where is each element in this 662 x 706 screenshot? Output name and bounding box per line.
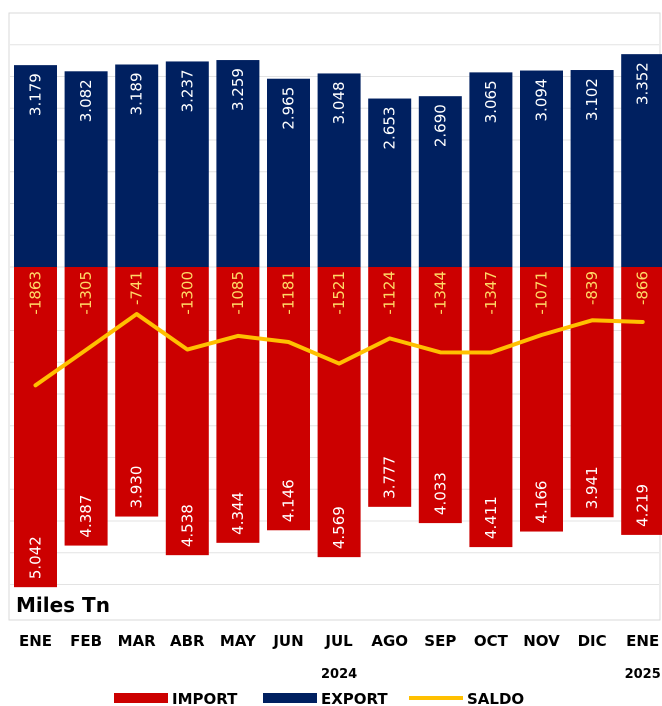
month-tick-label: ENE [626,632,659,650]
export-value-label: 3.237 [178,69,196,112]
legend-label: SALDO [467,690,524,706]
export-value-label: 2.690 [431,104,449,147]
export-bar [469,72,513,267]
month-tick-label: ENE [19,632,52,650]
import-value-label: 3.777 [381,456,399,499]
saldo-value-label: -839 [583,271,601,305]
import-bar [621,267,662,535]
month-tick-label: SEP [424,632,456,650]
saldo-value-label: -1347 [482,271,500,315]
legend-swatch [114,693,168,703]
export-value-label: 3.082 [77,79,95,122]
import-value-label: 4.569 [330,506,348,549]
export-bar [14,65,57,267]
saldo-value-label: -1124 [381,271,399,315]
saldo-value-label: -1300 [178,271,196,315]
month-tick-label: ABR [170,632,205,650]
export-bar [216,60,260,268]
saldo-value-label: -1085 [229,271,247,315]
export-bar [165,61,209,267]
month-tick-label: FEB [70,632,102,650]
import-value-label: 4.166 [533,481,551,524]
export-value-label: 2.653 [381,107,399,150]
month-tick-label: MAY [220,632,257,650]
import-bar [216,267,260,543]
export-bar [621,54,662,268]
export-value-label: 3.352 [634,62,652,105]
unit-label: Miles Tn [16,593,110,617]
import-bar [317,267,361,558]
import-value-label: 3.941 [583,466,601,509]
saldo-value-label: -741 [128,271,146,305]
export-value-label: 3.189 [128,72,146,115]
import-value-label: 4.538 [178,504,196,547]
saldo-value-label: -1863 [27,271,45,315]
import-bar [14,267,57,588]
import-value-label: 4.344 [229,492,247,535]
saldo-value-label: -1071 [533,271,551,315]
export-bar [317,73,361,268]
year-label: 2025 [625,667,661,682]
legend-label: EXPORT [321,690,388,706]
import-bar [520,267,563,532]
export-value-label: 3.048 [330,81,348,124]
month-tick-label: JUN [272,632,303,650]
import-bar [115,267,159,517]
export-value-label: 3.065 [482,80,500,123]
saldo-value-label: -1305 [77,271,95,315]
data-labels: 3.179 5.042 -1863 3.082 4.387 -1305 3.189 3.930… [27,62,652,579]
import-bar [267,267,310,531]
import-value-label: 4.146 [280,479,298,522]
export-bar [418,96,462,267]
import-value-label: 3.930 [128,466,146,509]
export-value-label: 3.102 [583,78,601,121]
export-bar [368,98,412,267]
bars [14,54,662,588]
saldo-value-label: -1181 [280,271,298,315]
import-bar [368,267,412,507]
import-bar [418,267,462,524]
import-value-label: 4.219 [634,484,652,527]
import-value-label: 4.411 [482,496,500,539]
month-tick-label: MAR [118,632,157,650]
import-bar [469,267,513,548]
year-label: 2024 [321,667,357,682]
saldo-value-label: -1521 [330,271,348,315]
saldo-line-layer [33,312,645,388]
export-bar [267,78,310,267]
saldo-line [33,312,645,388]
export-bar [115,64,159,267]
month-tick-label: DIC [578,632,607,650]
import-bar [165,267,209,556]
saldo-value-label: -866 [634,271,652,305]
export-bar [520,70,563,267]
export-value-label: 3.094 [533,79,551,122]
legend: IMPORT EXPORT SALDO [114,690,524,706]
saldo-value-label: -1344 [431,271,449,315]
export-value-label: 3.179 [27,73,45,116]
legend-swatch [409,696,463,700]
import-value-label: 4.387 [77,495,95,538]
import-value-label: 5.042 [27,536,45,579]
export-value-label: 2.965 [280,87,298,130]
month-tick-label: OCT [474,632,509,650]
export-value-label: 3.259 [229,68,247,111]
month-tick-label: JUL [324,632,353,650]
import-bar [64,267,108,546]
legend-swatch [263,693,317,703]
export-bar [64,71,108,267]
month-tick-label: NOV [523,632,560,650]
import-bar [570,267,614,518]
export-bar [570,70,614,267]
legend-label: IMPORT [172,690,238,706]
x-axis: ENE FEB MAR ABR MAY JUN JUL AGO SEP OCT NOV DIC ENE 2… [19,632,661,682]
month-tick-label: AGO [371,632,408,650]
import-value-label: 4.033 [431,472,449,515]
